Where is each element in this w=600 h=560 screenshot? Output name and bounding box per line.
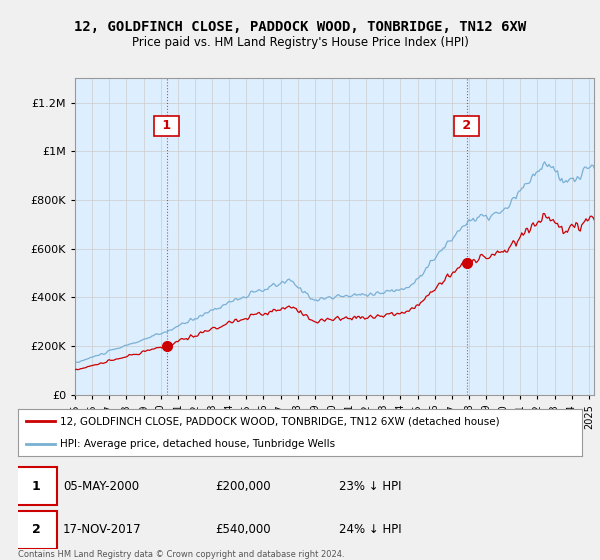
Text: 17-NOV-2017: 17-NOV-2017 (63, 523, 142, 536)
Text: HPI: Average price, detached house, Tunbridge Wells: HPI: Average price, detached house, Tunb… (60, 439, 335, 449)
Text: Contains HM Land Registry data © Crown copyright and database right 2024.
This d: Contains HM Land Registry data © Crown c… (18, 550, 344, 560)
Text: 2: 2 (458, 119, 475, 132)
Text: 23% ↓ HPI: 23% ↓ HPI (340, 480, 402, 493)
Text: 1: 1 (158, 119, 176, 132)
FancyBboxPatch shape (15, 511, 58, 549)
Text: 12, GOLDFINCH CLOSE, PADDOCK WOOD, TONBRIDGE, TN12 6XW (detached house): 12, GOLDFINCH CLOSE, PADDOCK WOOD, TONBR… (60, 416, 500, 426)
Text: £540,000: £540,000 (215, 523, 271, 536)
Text: 12, GOLDFINCH CLOSE, PADDOCK WOOD, TONBRIDGE, TN12 6XW: 12, GOLDFINCH CLOSE, PADDOCK WOOD, TONBR… (74, 20, 526, 34)
Text: 05-MAY-2000: 05-MAY-2000 (63, 480, 139, 493)
Text: £200,000: £200,000 (215, 480, 271, 493)
Text: 1: 1 (32, 480, 41, 493)
FancyBboxPatch shape (15, 467, 58, 505)
Text: 24% ↓ HPI: 24% ↓ HPI (340, 523, 402, 536)
Text: 2: 2 (32, 523, 41, 536)
Text: Price paid vs. HM Land Registry's House Price Index (HPI): Price paid vs. HM Land Registry's House … (131, 36, 469, 49)
